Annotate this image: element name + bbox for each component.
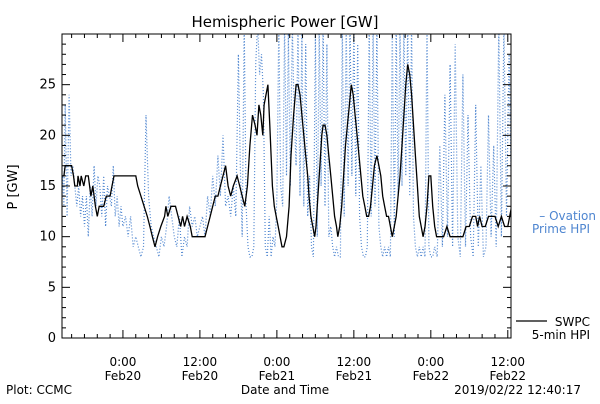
y-tick-label: 20 (39, 128, 56, 143)
series-ovation-prime-line (62, 34, 511, 258)
x-tick-date-label: Feb22 (413, 369, 450, 383)
y-axis-label: P [GW] (6, 164, 21, 209)
x-tick-date-label: Feb21 (336, 369, 373, 383)
y-tick-label: 10 (39, 230, 56, 245)
x-tick-time-label: 12:00 (490, 355, 525, 369)
x-tick-time-label: 12:00 (183, 355, 218, 369)
x-tick-date-label: Feb21 (259, 369, 296, 383)
x-tick-time-label: 0:00 (263, 355, 290, 369)
x-tick-date-label: Feb20 (182, 369, 219, 383)
series-swpc-line (62, 64, 511, 248)
footer-timestamp: 2019/02/22 12:40:17 (454, 383, 581, 397)
legend-swpc-label-line2: 5-min HPI (532, 328, 590, 342)
x-tick-date-label: Feb20 (105, 369, 142, 383)
legend-ovation-label-line2: Prime HPI (532, 222, 590, 236)
x-tick-date-label: Feb22 (490, 369, 527, 383)
y-tick-label: 0 (48, 331, 56, 346)
x-axis-label: Date and Time (241, 383, 329, 397)
plot-frame (61, 33, 512, 339)
footer-plot-credit: Plot: CCMC (6, 383, 72, 397)
chart-title: Hemispheric Power [GW] (192, 13, 379, 31)
x-tick-time-label: 0:00 (417, 355, 444, 369)
y-tick-label: 15 (39, 179, 56, 194)
plot-area: 05101520250:00Feb2012:00Feb200:00Feb2112… (39, 33, 527, 383)
x-tick-time-label: 12:00 (337, 355, 372, 369)
legend-ovation-label-line1: – Ovation (539, 209, 596, 223)
legend-swpc-label-line1: SWPC (555, 315, 590, 329)
y-tick-label: 5 (48, 280, 56, 295)
x-tick-time-label: 0:00 (109, 355, 136, 369)
y-tick-label: 25 (39, 78, 56, 93)
